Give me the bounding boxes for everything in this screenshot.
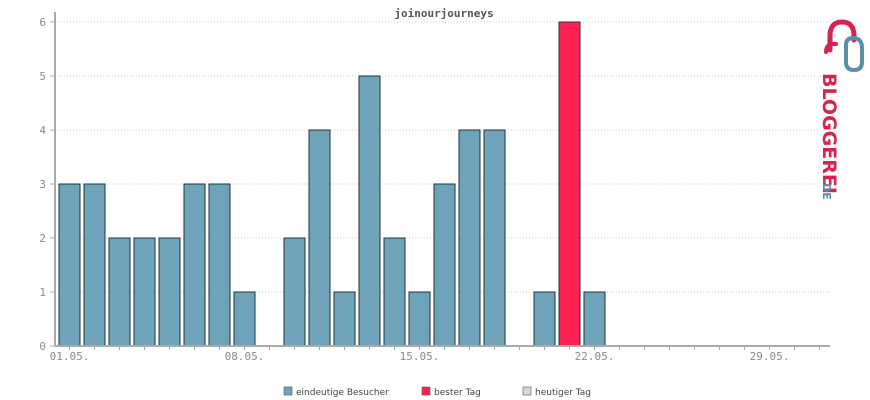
x-tick-label: 08.05. — [225, 350, 265, 363]
y-tick-label: 6 — [39, 16, 46, 29]
bar — [358, 75, 381, 347]
bar — [183, 183, 206, 347]
legend-label: eindeutige Besucher — [296, 388, 389, 398]
legend-swatch — [421, 386, 431, 396]
y-tick-label: 1 — [39, 286, 46, 299]
legend: eindeutige Besucher bester Tag heutiger Ta… — [283, 386, 591, 398]
y-tick-label: 3 — [39, 178, 46, 191]
chart-title: joinourjourneys — [394, 7, 493, 20]
y-tick-labels: 0 1 2 3 4 5 6 — [39, 16, 55, 353]
legend-swatch — [283, 386, 293, 396]
logo-suffix: .DE — [820, 179, 833, 200]
bar — [233, 291, 256, 347]
bar — [558, 21, 581, 347]
y-tick-label: 0 — [39, 340, 46, 353]
bar — [583, 291, 606, 347]
bar — [308, 129, 331, 347]
bar — [408, 291, 431, 347]
bar — [458, 129, 481, 347]
bar — [208, 183, 231, 347]
y-tick-label: 2 — [39, 232, 46, 245]
logo-wordmark: BLOGGEREI — [818, 73, 840, 194]
bar — [433, 183, 456, 347]
x-tick-label: 15.05. — [400, 350, 440, 363]
y-tick-label: 5 — [39, 70, 46, 83]
bloggerei-logo: BLOGGEREI .DE — [818, 19, 864, 200]
bars — [58, 21, 606, 347]
bar — [158, 237, 181, 347]
bar — [283, 237, 306, 347]
axes — [54, 12, 830, 347]
bar — [333, 291, 356, 347]
bar — [133, 237, 156, 347]
bar — [383, 237, 406, 347]
x-tick-labels: 01.05. 08.05. 15.05. 22.05. 29.05. — [50, 346, 820, 363]
x-tick-label: 01.05. — [50, 350, 90, 363]
x-tick-label: 29.05. — [750, 350, 790, 363]
legend-label: bester Tag — [434, 388, 481, 398]
bar — [108, 237, 131, 347]
bar — [83, 183, 106, 347]
legend-label: heutiger Tag — [535, 388, 591, 398]
bar — [483, 129, 506, 347]
legend-swatch — [522, 386, 532, 396]
bloggerei-logo-icon — [824, 19, 864, 73]
bar — [533, 291, 556, 347]
bar — [58, 183, 81, 347]
y-tick-label: 4 — [39, 124, 46, 137]
x-tick-label: 22.05. — [575, 350, 615, 363]
